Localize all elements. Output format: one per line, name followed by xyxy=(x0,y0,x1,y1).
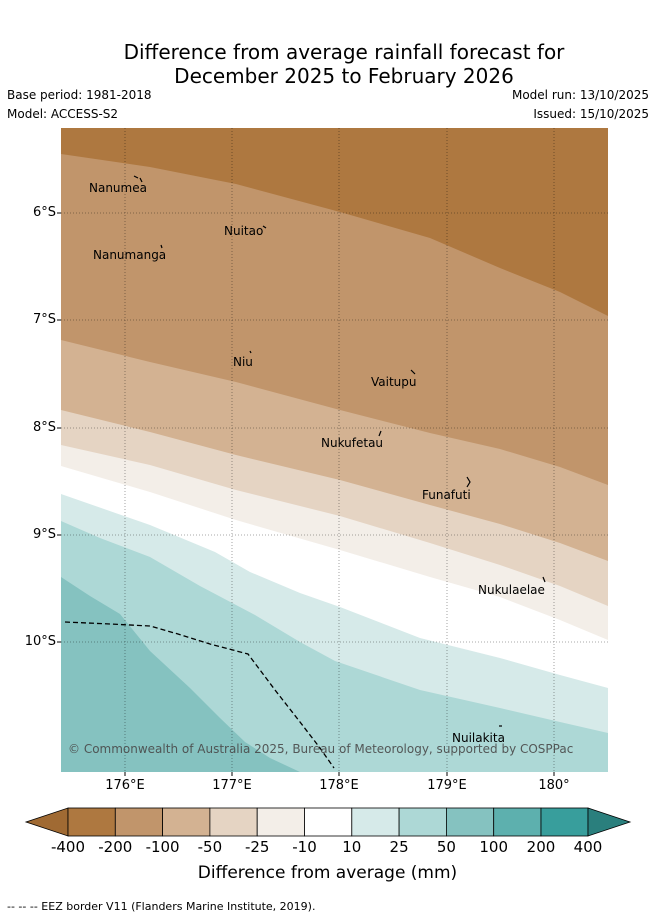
island-nukulaelae xyxy=(542,576,546,583)
island-nukufetau xyxy=(378,430,382,437)
place-label-niu: Niu xyxy=(233,355,253,369)
model-name: Model: ACCESS-S2 xyxy=(7,107,119,121)
title-line-1: Difference from average rainfall forecas… xyxy=(123,40,565,64)
place-label-nukulaelae: Nukulaelae xyxy=(478,583,545,597)
x-tick-label: 177°E xyxy=(212,778,252,793)
x-tick-label: 180° xyxy=(538,778,570,793)
copyright-notice: © Commonwealth of Australia 2025, Bureau… xyxy=(68,742,574,756)
colorbar-tick-label: 50 xyxy=(436,838,456,856)
colorbar-label: Difference from average (mm) xyxy=(197,863,458,883)
gridlines xyxy=(61,128,608,772)
eez-border xyxy=(64,621,335,769)
colorbar xyxy=(24,807,632,837)
chart-title: Difference from average rainfall forecas… xyxy=(0,40,655,88)
island-vaitupu xyxy=(410,369,416,375)
x-tick-label: 176°E xyxy=(105,778,145,793)
colorbar-extend-low xyxy=(24,807,69,837)
place-label-vaitupu: Vaitupu xyxy=(371,375,417,389)
colorbar-tick-label: 200 xyxy=(526,838,556,856)
place-label-nuilakita: Nuilakita xyxy=(452,731,505,745)
y-tick-label: 7°S xyxy=(32,312,56,327)
colorbar-swatch-9 xyxy=(445,807,495,837)
title-line-2: December 2025 to February 2026 xyxy=(174,64,514,88)
y-tick-label: 9°S xyxy=(32,527,56,542)
colorbar-swatch-11 xyxy=(540,807,589,837)
colorbar-extend-high xyxy=(587,807,632,837)
eez-footnote: -- -- -- EEZ border V11 (Flanders Marine… xyxy=(7,900,316,913)
y-tick-label: 6°S xyxy=(32,205,56,220)
colorbar-tick-label: -25 xyxy=(244,838,270,856)
colorbar-swatch-5 xyxy=(256,807,305,837)
colorbar-tick-label: -200 xyxy=(98,838,133,856)
colorbar-swatch-6 xyxy=(304,807,353,837)
colorbar-swatch-3 xyxy=(162,807,211,837)
island-nuitao xyxy=(262,225,267,229)
island-nanumea xyxy=(133,175,143,183)
colorbar-swatch-8 xyxy=(398,807,447,837)
colorbar-tick-label: -10 xyxy=(292,838,317,856)
colorbar-swatch-4 xyxy=(209,807,258,837)
colorbar-tick-label: -50 xyxy=(197,838,223,856)
colorbar-tick-label: 25 xyxy=(389,838,409,856)
colorbar-swatch-7 xyxy=(351,807,400,837)
island-outlines xyxy=(133,175,546,727)
place-label-nuitao: Nuitao xyxy=(224,224,264,238)
y-tick-label: 10°S xyxy=(24,634,56,649)
colorbar-tick-label: -400 xyxy=(50,838,86,856)
colorbar-swatch-10 xyxy=(493,807,542,837)
base-period: Base period: 1981-2018 xyxy=(7,88,152,102)
island-nanumanga xyxy=(160,244,163,249)
island-niu xyxy=(249,350,252,354)
island-funafuti xyxy=(466,476,471,488)
colorbar-swatch-1 xyxy=(67,807,116,837)
band-50-100-above xyxy=(61,577,300,772)
model-run: Model run: 13/10/2025 xyxy=(511,88,649,102)
y-tick-label: 8°S xyxy=(32,420,56,435)
place-label-nanumea: Nanumea xyxy=(89,181,147,195)
place-label-nukufetau: Nukufetau xyxy=(321,436,384,450)
issued-date: Issued: 15/10/2025 xyxy=(533,107,649,121)
colorbar-tick-label: 100 xyxy=(479,838,508,856)
x-tick-label: 179°E xyxy=(427,778,467,793)
colorbar-tick-label: 10 xyxy=(342,838,362,856)
axis-ticks xyxy=(57,212,555,776)
colorbar-tick-label: 400 xyxy=(573,838,603,856)
colorbar-swatch-2 xyxy=(114,807,164,837)
x-tick-label: 178°E xyxy=(319,778,359,793)
colorbar-tick-label: -100 xyxy=(145,838,180,856)
place-label-nanumanga: Nanumanga xyxy=(93,248,167,262)
place-label-funafuti: Funafuti xyxy=(422,488,471,502)
